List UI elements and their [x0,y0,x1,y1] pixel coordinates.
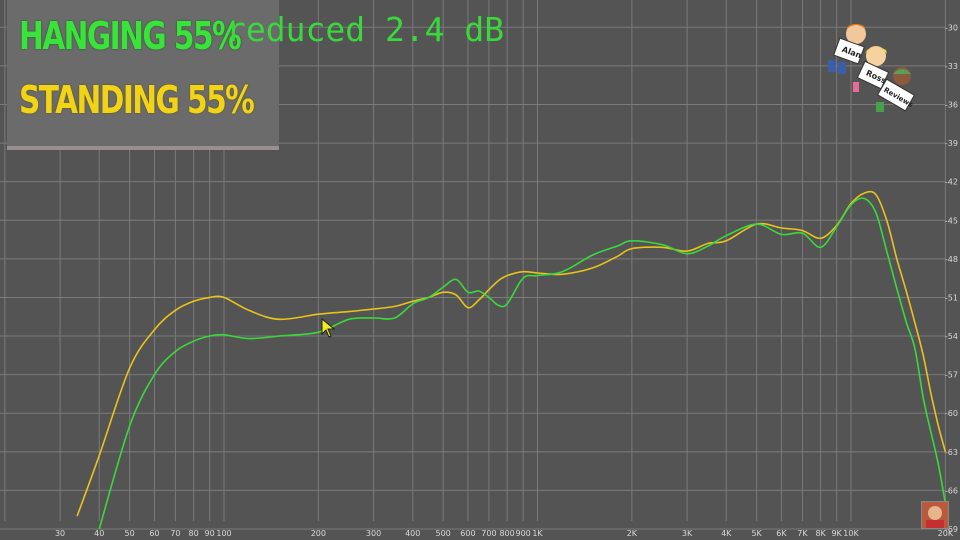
x-tick-label: 900 [516,529,531,538]
annotation-text: reduced 2.4 dB [226,10,505,49]
x-tick-label: 4K [721,529,732,538]
legend-hanging-label: HANGING 55% [19,14,242,58]
y-tick-label: -48 [945,255,958,264]
alan-ross-reviews-logo: Alan Ross Reviews [828,24,916,112]
series-line-hanging [98,197,947,530]
chart-series [76,190,947,530]
y-tick-label: -57 [945,371,958,380]
y-tick-label: -36 [945,100,958,109]
x-tick-label: 60 [149,529,159,538]
x-tick-label: 6K [776,529,787,538]
y-tick-label: -69 [945,525,958,534]
y-tick-label: -30 [945,23,958,32]
y-tick-label: -39 [945,139,958,148]
y-tick-label: -66 [945,486,958,495]
y-tick-label: -51 [945,293,958,302]
x-tick-label: 400 [405,529,420,538]
x-tick-label: 90 [205,529,215,538]
x-tick-label: 5K [751,529,762,538]
x-tick-label: 30 [55,529,65,538]
x-tick-label: 50 [125,529,135,538]
x-tick-label: 600 [460,529,475,538]
presenter-avatar [921,501,949,529]
x-tick-label: 9K [831,529,842,538]
y-tick-label: -54 [945,332,958,341]
x-tick-label: 2K [627,529,638,538]
x-tick-label: 10K [843,529,859,538]
x-tick-label: 1K [532,529,543,538]
x-tick-label: 800 [499,529,514,538]
legend-panel: HANGING 55% STANDING 55% [7,0,279,150]
x-tick-label: 70 [170,529,180,538]
series-line-standing [76,190,947,517]
x-tick-label: 200 [311,529,326,538]
x-tick-label: 20K [938,529,954,538]
x-tick-label: 100 [216,529,231,538]
y-tick-label: -42 [945,178,958,187]
y-tick-label: -63 [945,448,958,457]
y-tick-label: -33 [945,62,958,71]
x-tick-label: 8K [815,529,826,538]
y-axis-labels: -30 -33 -36 -39 -42 -45 -48 -51 -54 -57 -60 -63 -66 -… [945,23,958,534]
x-tick-label: 3K [682,529,693,538]
x-tick-label: 40 [94,529,104,538]
y-tick-label: -45 [945,216,958,225]
x-tick-label: 300 [366,529,381,538]
y-tick-label: -60 [945,409,958,418]
legend-standing-label: STANDING 55% [19,78,255,122]
x-tick-label: 700 [481,529,496,538]
mouse-cursor-icon [321,318,335,338]
x-axis-labels: 30 40 50 60 70 80 90 100 200 300 400 500 600 700 800 90… [55,529,954,538]
x-tick-label: 500 [435,529,450,538]
x-tick-label: 7K [797,529,808,538]
x-tick-label: 80 [189,529,199,538]
